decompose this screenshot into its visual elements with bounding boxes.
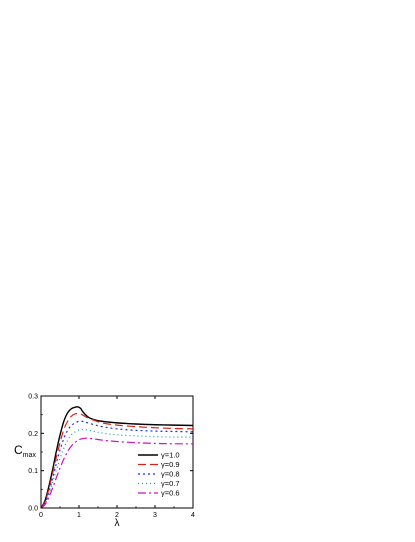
- legend-label-2: γ=0.8: [161, 470, 180, 479]
- series-line-4: [40, 437, 194, 509]
- legend-label-4: γ=0.6: [161, 489, 180, 498]
- y-axis-label: Cmax: [14, 443, 36, 459]
- legend-label-3: γ=0.7: [161, 479, 180, 488]
- x-tick-label: 4: [191, 512, 195, 519]
- series-line-1: [40, 412, 194, 509]
- y-tick-label: 0.3: [28, 394, 38, 401]
- x-axis-label: λ: [115, 518, 120, 529]
- legend: γ=1.0γ=0.9γ=0.8γ=0.7γ=0.6: [138, 451, 180, 498]
- series-line-3: [40, 428, 194, 509]
- y-tick-label: 0.2: [28, 431, 38, 438]
- series-line-2: [40, 420, 194, 509]
- legend-label-0: γ=1.0: [161, 451, 180, 460]
- axis-layer: 0 1 2 3 4 0.0 0.1 0.2 0.3 λ Cmax: [14, 394, 195, 530]
- x-tick-label: 0: [39, 512, 43, 519]
- series-line-0: [40, 406, 194, 509]
- series-layer: [40, 406, 194, 509]
- legend-label-1: γ=0.9: [161, 460, 180, 469]
- x-tick-label: 2: [115, 512, 119, 519]
- x-tick-label: 3: [153, 512, 157, 519]
- x-tick-label: 1: [77, 512, 81, 519]
- y-tick-label: 0.1: [28, 468, 38, 475]
- y-tick-label: 0.0: [28, 506, 38, 513]
